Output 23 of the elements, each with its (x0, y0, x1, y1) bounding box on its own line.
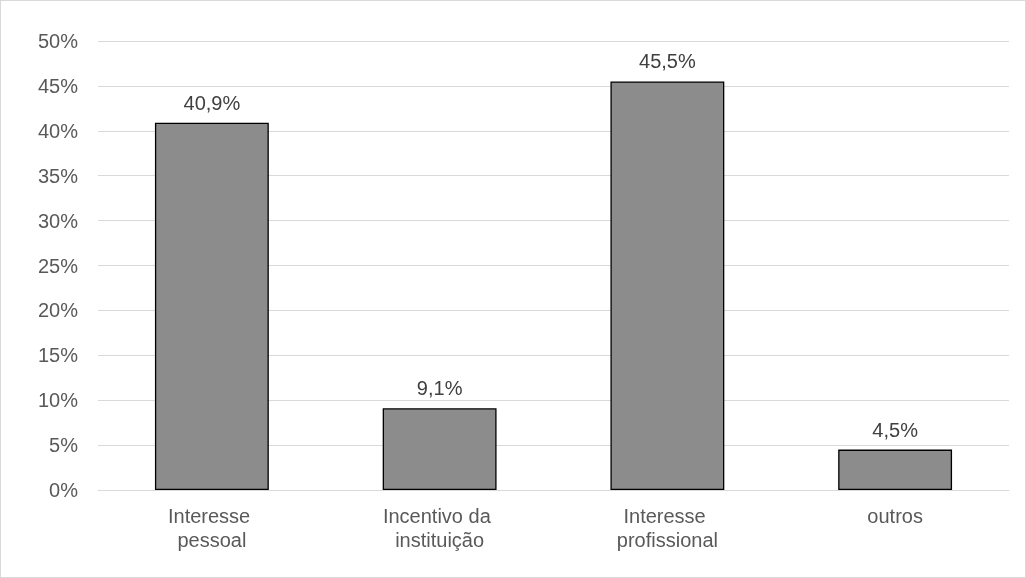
x-tick-label: Interesse profissional (616, 505, 718, 551)
x-tick-label: Interesse pessoal (167, 505, 256, 551)
y-tick-label: 5% (49, 434, 79, 457)
y-tick-label: 25% (37, 254, 79, 277)
x-tick-label: outros (867, 505, 923, 527)
y-tick-label: 20% (37, 299, 79, 322)
bar (838, 449, 953, 490)
data-label: 9,1% (416, 377, 463, 400)
x-tick-label: Incentivo da instituição (382, 505, 497, 551)
data-label: 4,5% (872, 418, 919, 441)
y-tick-label: 15% (37, 344, 79, 367)
y-tick-label: 0% (49, 479, 79, 501)
bar (382, 408, 497, 490)
y-tick-label: 35% (37, 164, 79, 187)
y-tick-label: 30% (37, 209, 79, 232)
bar (610, 81, 725, 490)
bar (154, 122, 269, 490)
y-tick-label: 10% (37, 389, 79, 412)
y-tick-label: 50% (37, 30, 79, 52)
y-tick-label: 40% (37, 119, 79, 142)
data-label: 40,9% (183, 91, 241, 114)
data-label: 45,5% (639, 50, 696, 73)
y-tick-label: 45% (37, 74, 79, 97)
